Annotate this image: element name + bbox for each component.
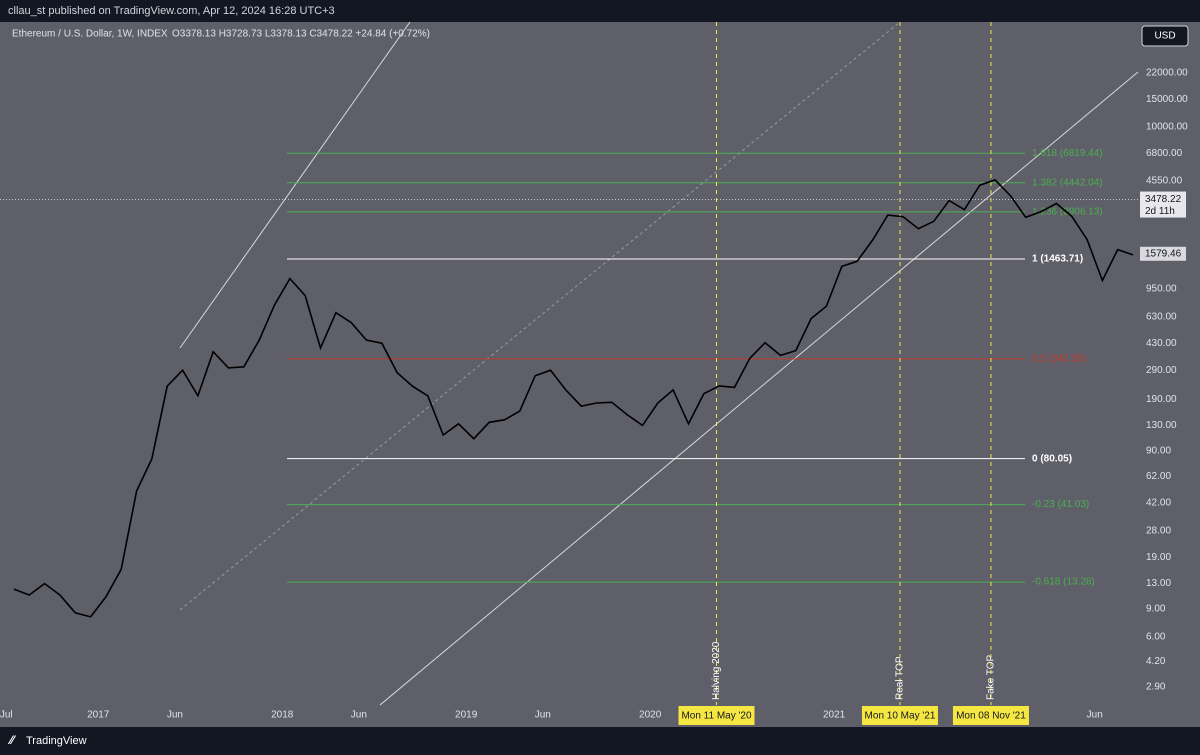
y-tick-label: 28.00 xyxy=(1146,525,1171,536)
date-label: Mon 10 May '21 xyxy=(865,711,936,722)
date-label: Mon 08 Nov '21 xyxy=(956,711,1026,722)
logo-mark: ⁄⁄ xyxy=(7,733,17,747)
fib-label: -0.618 (13.28) xyxy=(1032,577,1095,588)
fib-label: 0.5 (342.30) xyxy=(1032,353,1086,364)
y-tick-label: 6800.00 xyxy=(1146,148,1183,159)
y-tick-label: 62.00 xyxy=(1146,471,1171,482)
trend-line xyxy=(379,71,1139,706)
event-label: Halving 2020 xyxy=(711,641,722,700)
y-tick-label: 42.00 xyxy=(1146,498,1171,509)
close-label: 1579.46 xyxy=(1145,248,1182,259)
brand: TradingView xyxy=(26,735,87,747)
y-tick-label: 190.00 xyxy=(1146,394,1177,405)
trend-line xyxy=(179,21,411,349)
date-box xyxy=(678,706,755,725)
price-badge xyxy=(1140,191,1186,218)
y-tick-label: 630.00 xyxy=(1146,312,1177,323)
fib-label: -0.23 (41.03) xyxy=(1032,499,1089,510)
event-label: Fake TOP xyxy=(986,654,997,700)
ohlc: O3378.13 H3728.73 L3378.13 C3478.22 +24.… xyxy=(172,29,430,40)
y-tick-label: 9.00 xyxy=(1146,603,1166,614)
y-tick-label: 4550.00 xyxy=(1146,176,1183,187)
chart-title: Ethereum / U.S. Dollar, 1W, INDEX xyxy=(12,29,168,40)
x-tick-label: Jun xyxy=(1087,710,1103,721)
x-tick-label: 2021 xyxy=(823,710,846,721)
x-tick-label: Jun xyxy=(351,710,367,721)
y-tick-label: 19.00 xyxy=(1146,552,1171,563)
y-tick-label: 15000.00 xyxy=(1146,94,1188,105)
y-tick-label: 6.00 xyxy=(1146,631,1166,642)
fib-label: 1 (1463.71) xyxy=(1032,254,1083,265)
x-tick-label: 2019 xyxy=(455,710,478,721)
currency-button[interactable] xyxy=(1141,25,1189,47)
y-tick-label: 4.20 xyxy=(1146,656,1166,667)
chart-panel xyxy=(0,22,1200,727)
y-tick-label: 290.00 xyxy=(1146,365,1177,376)
y-tick-label: 130.00 xyxy=(1146,420,1177,431)
y-tick-label: 10000.00 xyxy=(1146,122,1188,133)
y-tick-label: 13.00 xyxy=(1146,578,1171,589)
date-box xyxy=(861,706,938,725)
x-tick-label: Jun xyxy=(535,710,551,721)
publisher: cllau_st published on TradingView.com, A… xyxy=(8,5,335,17)
x-tick-label: Jul xyxy=(0,710,13,721)
event-label: Real TOP xyxy=(895,656,906,700)
close-badge xyxy=(1140,246,1186,261)
y-tick-label: 430.00 xyxy=(1146,338,1177,349)
x-tick-label: 2017 xyxy=(87,710,110,721)
fib-label: 1.618 (6819.44) xyxy=(1032,148,1103,159)
price-line xyxy=(13,178,1134,618)
x-tick-label: Jun xyxy=(167,710,183,721)
y-tick-label: 2.90 xyxy=(1146,681,1166,692)
date-box xyxy=(952,706,1029,725)
footer xyxy=(0,727,1200,755)
countdown: 2d 11h xyxy=(1145,206,1175,217)
date-label: Mon 11 May '20 xyxy=(681,711,752,722)
price-label: 3478.22 xyxy=(1145,194,1182,205)
currency: USD xyxy=(1154,31,1175,42)
y-tick-label: 22000.00 xyxy=(1146,67,1188,78)
fib-label: 0 (80.05) xyxy=(1032,453,1072,464)
y-tick-label: 950.00 xyxy=(1146,283,1177,294)
fib-label: 1.382 (4442.04) xyxy=(1032,177,1103,188)
x-tick-label: 2018 xyxy=(271,710,294,721)
x-tick-label: 2020 xyxy=(639,710,662,721)
y-tick-label: 90.00 xyxy=(1146,445,1171,456)
median-line xyxy=(179,21,901,611)
